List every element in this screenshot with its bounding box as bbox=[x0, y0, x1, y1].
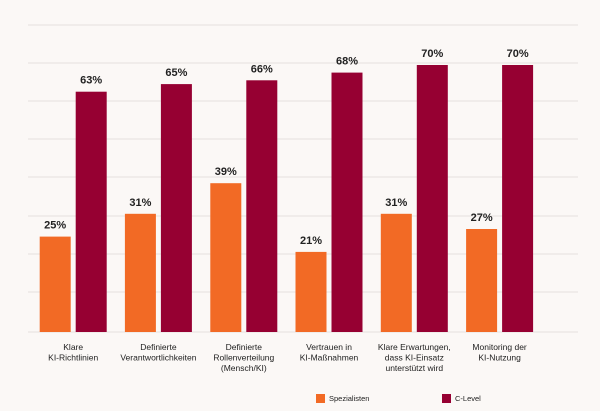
legend-swatch bbox=[442, 394, 451, 403]
category-label: Klare Erwartungen, dass KI-Einsatz unterst… bbox=[378, 342, 451, 373]
legend: Spezialisten C-Level bbox=[316, 394, 481, 403]
legend-swatch bbox=[316, 394, 325, 403]
bar-spezialisten bbox=[210, 183, 242, 332]
value-label: 63% bbox=[80, 75, 102, 87]
legend-label: C-Level bbox=[455, 394, 481, 403]
value-label: 66% bbox=[251, 63, 273, 75]
bar-spezialisten bbox=[124, 213, 156, 332]
value-labels: 25% 63% 31% 65% 39% 66% 21% 68% 31% 70% 27% 70% bbox=[44, 48, 529, 247]
bar-c-level bbox=[416, 65, 448, 332]
category-labels: Klare KI-Richtlinien Definierte Verantwortl… bbox=[48, 342, 527, 373]
bar-c-level bbox=[75, 91, 107, 332]
bar-c-level bbox=[160, 84, 192, 332]
bar-spezialisten bbox=[39, 236, 71, 332]
value-label: 25% bbox=[44, 220, 66, 232]
value-label: 65% bbox=[165, 67, 187, 79]
category-label: Vertrauen in KI-Maßnahmen bbox=[300, 342, 359, 363]
value-label: 68% bbox=[336, 56, 358, 68]
legend-label: Spezialisten bbox=[329, 394, 369, 403]
bar-c-level bbox=[331, 72, 363, 332]
bars bbox=[39, 65, 534, 332]
bar-spezialisten bbox=[295, 251, 327, 332]
bar-spezialisten bbox=[466, 229, 498, 332]
legend-item-spezialisten: Spezialisten bbox=[316, 394, 369, 403]
value-label: 21% bbox=[300, 235, 322, 247]
value-label: 31% bbox=[385, 197, 407, 209]
value-label: 70% bbox=[507, 48, 529, 60]
bar-spezialisten bbox=[380, 213, 412, 332]
category-label: Definierte Rollenverteilung (Mensch/KI) bbox=[213, 342, 274, 373]
value-label: 31% bbox=[129, 197, 151, 209]
value-label: 39% bbox=[215, 166, 237, 178]
category-label: Monitoring der KI-Nutzung bbox=[472, 342, 527, 363]
category-label: Klare KI-Richtlinien bbox=[48, 342, 98, 363]
bar-c-level bbox=[246, 80, 278, 332]
category-label: Definierte Verantwortlichkeiten bbox=[120, 342, 196, 363]
value-label: 27% bbox=[471, 212, 493, 224]
value-label: 70% bbox=[421, 48, 443, 60]
bar-c-level bbox=[502, 65, 534, 332]
legend-item-c-level: C-Level bbox=[442, 394, 481, 403]
